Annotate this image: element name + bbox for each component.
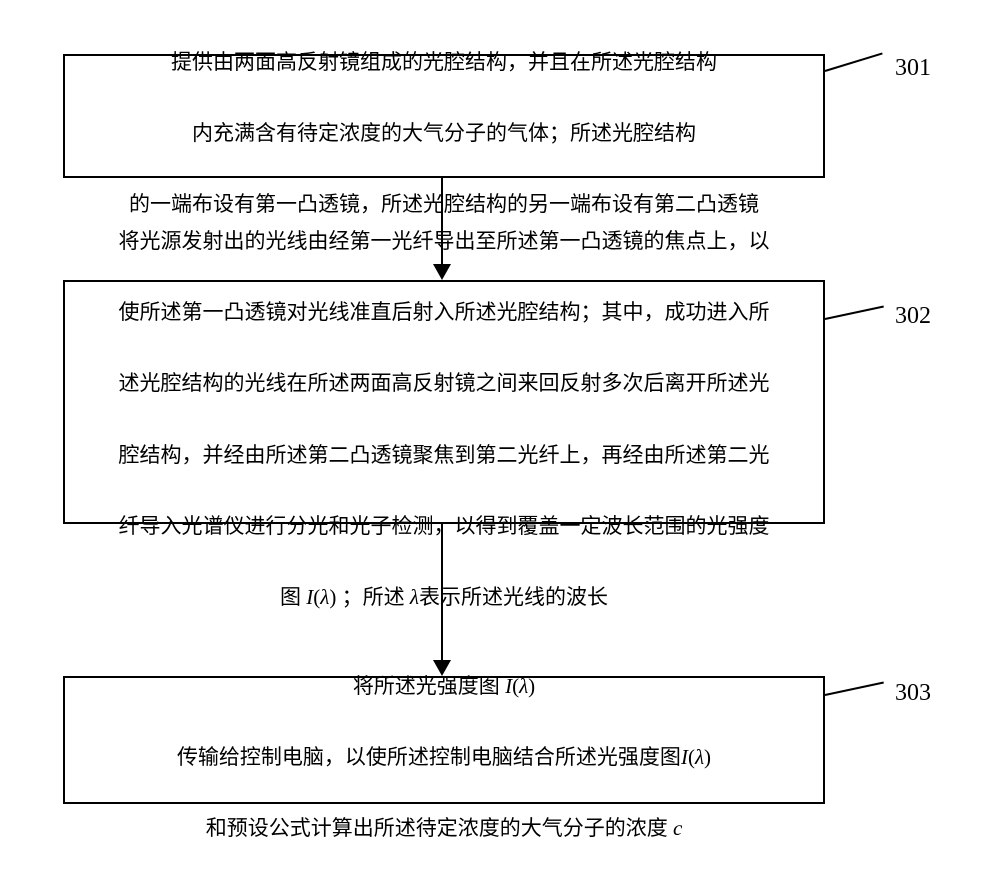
box2-line5: 纤导入光谱仪进行分光和光子检测，以得到覆盖一定波长范围的光强度: [119, 514, 770, 538]
label-line-1: [825, 53, 883, 72]
label-302: 302: [895, 303, 931, 330]
box3-line3: 和预设公式计算出所述待定浓度的大气分子的浓度 c: [206, 816, 683, 840]
box2-line2: 使所述第一凸透镜对光线准直后射入所述光腔结构；其中，成功进入所: [119, 300, 770, 324]
box3-line1: 将所述光强度图 I(λ): [353, 674, 535, 698]
box2-formula-line: 图 I(λ) ；所述 λ表示所述光线的波长: [280, 585, 608, 609]
label-301: 301: [895, 55, 931, 82]
flowchart-box-1: 提供由两面高反射镜组成的光腔结构，并且在所述光腔结构 内充满含有待定浓度的大气分…: [63, 54, 825, 178]
flowchart-container: 提供由两面高反射镜组成的光腔结构，并且在所述光腔结构 内充满含有待定浓度的大气分…: [0, 0, 1000, 880]
box2-text: 将光源发射出的光线由经第一光纤导出至所述第一凸透镜的焦点上，以 使所述第一凸透镜…: [119, 188, 770, 616]
label-line-3: [825, 682, 884, 696]
box2-line1: 将光源发射出的光线由经第一光纤导出至所述第一凸透镜的焦点上，以: [119, 229, 770, 253]
box1-line1: 提供由两面高反射镜组成的光腔结构，并且在所述光腔结构: [171, 50, 717, 74]
box1-line2: 内充满含有待定浓度的大气分子的气体；所述光腔结构: [192, 121, 696, 145]
label-line-2: [825, 306, 884, 320]
label-303: 303: [895, 680, 931, 707]
box3-line2: 传输给控制电脑，以使所述控制电脑结合所述光强度图I(λ): [177, 745, 711, 769]
box2-line4: 腔结构，并经由所述第二凸透镜聚焦到第二光纤上，再经由所述第二光: [119, 443, 770, 467]
flowchart-box-2: 将光源发射出的光线由经第一光纤导出至所述第一凸透镜的焦点上，以 使所述第一凸透镜…: [63, 280, 825, 524]
box3-text: 将所述光强度图 I(λ) 传输给控制电脑，以使所述控制电脑结合所述光强度图I(λ…: [177, 633, 711, 847]
flowchart-box-3: 将所述光强度图 I(λ) 传输给控制电脑，以使所述控制电脑结合所述光强度图I(λ…: [63, 676, 825, 804]
box2-line3: 述光腔结构的光线在所述两面高反射镜之间来回反射多次后离开所述光: [119, 371, 770, 395]
